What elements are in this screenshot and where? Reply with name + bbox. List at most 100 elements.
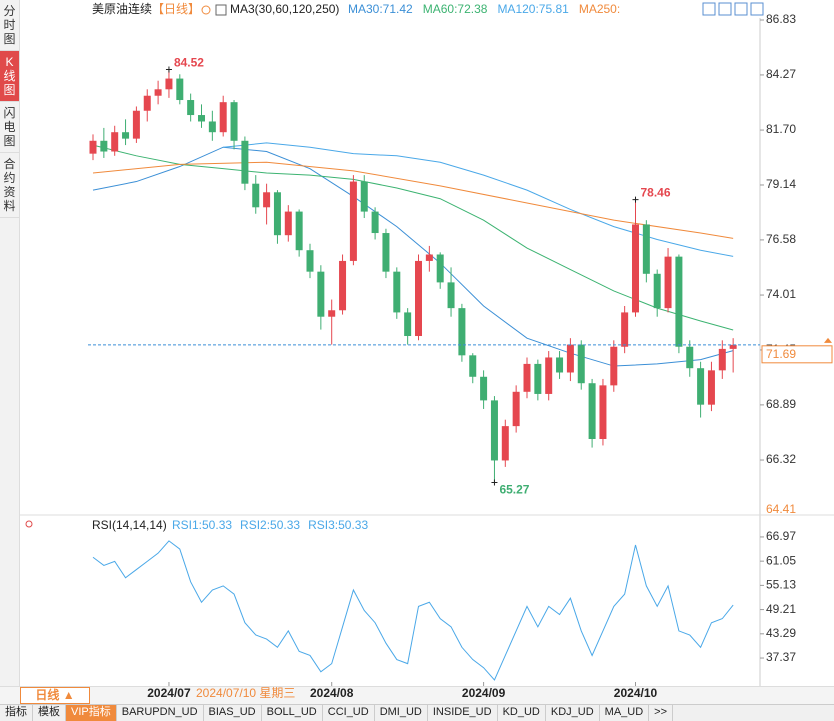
last-price-arrow xyxy=(824,337,832,343)
toolbar-tab[interactable]: VIP指标 xyxy=(66,705,117,721)
indicator-icon[interactable] xyxy=(25,520,33,528)
chart: 美原油连续 【日线】 MA3(30,60,120,250) RSI(14,14,… xyxy=(20,1,834,700)
toolbar-tab[interactable]: BOLL_UD xyxy=(262,705,323,721)
candle-body xyxy=(176,78,184,101)
candle-body xyxy=(566,344,574,373)
candle-body xyxy=(100,140,108,152)
candle-body xyxy=(545,357,553,394)
y-tick-label: 79.14 xyxy=(766,177,796,191)
last-price-box xyxy=(761,345,833,364)
annotation-marker xyxy=(491,479,498,486)
candle-body xyxy=(154,89,162,96)
y-min-label: 64.41 xyxy=(766,502,796,516)
toolbar-tab[interactable]: 指标 xyxy=(0,705,33,721)
candle-body xyxy=(599,385,607,439)
top-icons xyxy=(702,2,764,16)
candle-body xyxy=(686,346,694,369)
y-tick-label: 37.37 xyxy=(766,650,796,664)
toolbar-tab[interactable]: 模板 xyxy=(33,705,66,721)
candle-body xyxy=(675,256,683,347)
candle-body xyxy=(382,233,390,272)
toolbar-tab[interactable]: BARUPDN_UD xyxy=(117,705,204,721)
side-tab[interactable]: 合约资料 xyxy=(0,153,19,218)
candle-body xyxy=(469,355,477,377)
candle-body xyxy=(132,110,140,139)
toolbar-tab[interactable]: INSIDE_UD xyxy=(428,705,498,721)
toolbar-tab[interactable]: >> xyxy=(649,705,674,721)
toolbar: 指标 模板 VIP指标 BARUPDN_UD BIAS_UD BOLL_UD CCI_UD D… xyxy=(0,704,834,721)
candle-body xyxy=(404,312,412,337)
side-tab[interactable]: 闪电图 xyxy=(0,102,19,153)
sidebar: 分时图 K线图 闪电图 合约资料 xyxy=(0,0,20,686)
rsi-title: RSI(14,14,14) xyxy=(92,518,167,532)
icon[interactable] xyxy=(750,2,764,16)
candle-body xyxy=(371,211,379,234)
candle-body xyxy=(697,368,705,405)
candle-body xyxy=(718,348,726,371)
candle-body xyxy=(284,211,292,236)
side-tab[interactable]: 分时图 xyxy=(0,0,19,51)
candle-body xyxy=(295,211,303,251)
candle-body xyxy=(89,140,97,154)
legend-entry: RSI2:50.33 xyxy=(240,518,300,532)
icon[interactable] xyxy=(734,2,748,16)
series-line xyxy=(92,144,734,331)
legend-entry: MA250: xyxy=(579,2,620,16)
y-tick-label: 61.05 xyxy=(766,553,796,567)
annotation-marker xyxy=(632,196,639,203)
annotation-marker xyxy=(165,66,172,73)
candle-body xyxy=(165,78,173,90)
candle-body xyxy=(339,260,347,311)
icon[interactable] xyxy=(718,2,732,16)
toolbar-tab[interactable]: KDJ_UD xyxy=(546,705,600,721)
annotation-label: 84.52 xyxy=(174,56,204,70)
y-tick-label: 86.83 xyxy=(766,12,796,26)
candle-body xyxy=(729,344,737,349)
candle-body xyxy=(111,132,119,152)
candle-body xyxy=(534,363,542,394)
candle-body xyxy=(610,346,618,386)
candle-body xyxy=(252,183,260,208)
toolbar-tab[interactable]: KD_UD xyxy=(498,705,546,721)
candle-body xyxy=(415,260,422,337)
annotation-label: 78.46 xyxy=(641,186,671,200)
y-tick-label: 76.58 xyxy=(766,232,796,246)
candle-body xyxy=(501,426,509,461)
candle-body xyxy=(349,181,357,261)
y-tick-label: 71.45 xyxy=(766,342,796,356)
candle-body xyxy=(425,254,433,261)
symbol: 美原油连续 xyxy=(92,1,152,16)
legend-entry: RSI1:50.33 xyxy=(172,518,232,532)
series-line xyxy=(92,161,734,239)
side-tab[interactable]: K线图 xyxy=(0,51,19,102)
candle-body xyxy=(621,312,629,347)
period-button[interactable]: 日线 ▲ xyxy=(20,687,90,704)
legend-entry: MA30:71.42 xyxy=(348,2,413,16)
candle-body xyxy=(490,400,498,461)
y-tick-label: 68.89 xyxy=(766,397,796,411)
date-bar xyxy=(0,686,834,704)
y-tick-label: 55.13 xyxy=(766,578,796,592)
toolbar-tab[interactable]: MA_UD xyxy=(600,705,650,721)
candle-body xyxy=(143,95,151,111)
ma-icon[interactable] xyxy=(215,4,227,16)
toolbar-tab[interactable]: CCI_UD xyxy=(323,705,375,721)
candle-body xyxy=(447,282,455,309)
add-icon[interactable] xyxy=(201,5,211,15)
candle-body xyxy=(436,254,444,283)
candle-body xyxy=(360,181,368,212)
toolbar-tab[interactable]: DMI_UD xyxy=(375,705,428,721)
candle-body xyxy=(219,102,227,133)
candle-body xyxy=(707,370,715,405)
candle-body xyxy=(458,308,466,356)
legend-entry: MA120:75.81 xyxy=(497,2,569,16)
candle-body xyxy=(317,271,325,317)
series-line xyxy=(92,146,734,367)
series-line xyxy=(92,540,734,681)
last-price-label: 71.69 xyxy=(766,347,796,361)
toolbar-tab[interactable]: BIAS_UD xyxy=(204,705,262,721)
candle-body xyxy=(241,140,249,184)
icon[interactable] xyxy=(702,2,716,16)
candle-body xyxy=(122,132,130,139)
